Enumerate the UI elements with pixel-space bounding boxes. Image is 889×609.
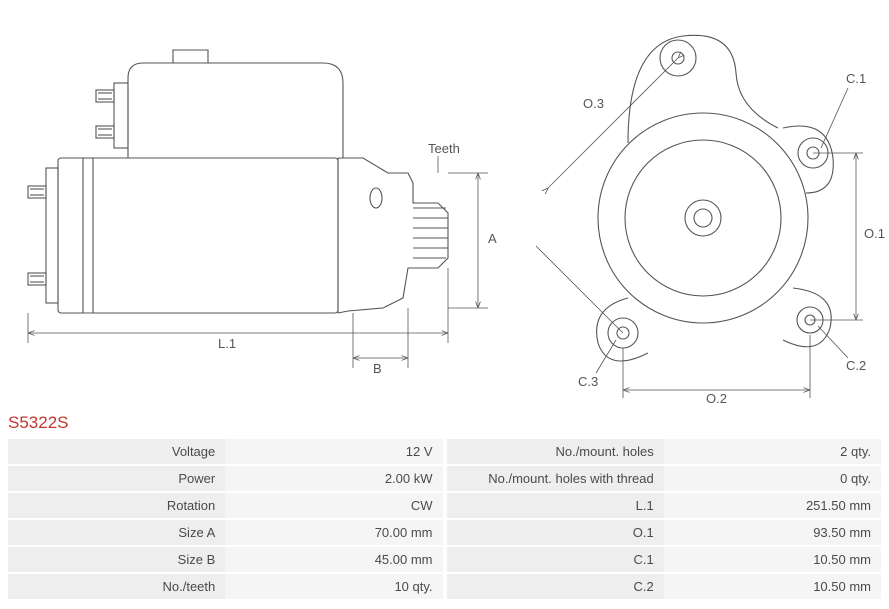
spec-value: 10.50 mm bbox=[664, 547, 881, 572]
table-row: C.210.50 mm bbox=[447, 574, 882, 599]
front-view-svg: O.3 O.1 O.2 C.1 C.2 C.3 bbox=[528, 8, 888, 403]
spec-value: 93.50 mm bbox=[664, 520, 881, 545]
table-row: O.193.50 mm bbox=[447, 520, 882, 545]
spec-label: Rotation bbox=[8, 493, 225, 518]
table-row: L.1251.50 mm bbox=[447, 493, 882, 518]
table-row: No./mount. holes2 qty. bbox=[447, 439, 882, 464]
diagrams-row: L.1 B A Teeth bbox=[8, 8, 881, 403]
spec-label: Size B bbox=[8, 547, 225, 572]
spec-label: Voltage bbox=[8, 439, 225, 464]
table-row: Voltage12 V bbox=[8, 439, 443, 464]
table-row: Size B45.00 mm bbox=[8, 547, 443, 572]
spec-value: 10 qty. bbox=[225, 574, 442, 599]
label-C1: C.1 bbox=[846, 71, 866, 86]
label-O1: O.1 bbox=[864, 226, 885, 241]
spec-label: O.1 bbox=[447, 520, 664, 545]
spec-value: 2 qty. bbox=[664, 439, 881, 464]
table-row: Power2.00 kW bbox=[8, 466, 443, 491]
label-O3: O.3 bbox=[583, 96, 604, 111]
side-view-diagram: L.1 B A Teeth bbox=[8, 8, 508, 403]
spec-value: 12 V bbox=[225, 439, 442, 464]
spec-value: 0 qty. bbox=[664, 466, 881, 491]
spec-label: No./teeth bbox=[8, 574, 225, 599]
spec-label: Size A bbox=[8, 520, 225, 545]
label-A: A bbox=[488, 231, 497, 246]
label-C2: C.2 bbox=[846, 358, 866, 373]
spec-value: 45.00 mm bbox=[225, 547, 442, 572]
label-O2: O.2 bbox=[706, 391, 727, 403]
label-B: B bbox=[373, 361, 382, 376]
spec-table-left: Voltage12 VPower2.00 kWRotationCWSize A7… bbox=[8, 437, 443, 601]
spec-value: CW bbox=[225, 493, 442, 518]
table-row: Size A70.00 mm bbox=[8, 520, 443, 545]
table-row: C.110.50 mm bbox=[447, 547, 882, 572]
spec-value: 251.50 mm bbox=[664, 493, 881, 518]
label-C3: C.3 bbox=[578, 374, 598, 389]
spec-table-right: No./mount. holes2 qty.No./mount. holes w… bbox=[447, 437, 882, 601]
label-L1: L.1 bbox=[218, 336, 236, 351]
spec-value: 10.50 mm bbox=[664, 574, 881, 599]
spec-label: C.2 bbox=[447, 574, 664, 599]
spec-label: L.1 bbox=[447, 493, 664, 518]
table-row: No./mount. holes with thread0 qty. bbox=[447, 466, 882, 491]
spec-label: No./mount. holes with thread bbox=[447, 466, 664, 491]
front-view-diagram: O.3 O.1 O.2 C.1 C.2 C.3 bbox=[528, 8, 888, 403]
part-number: S5322S bbox=[8, 413, 881, 433]
label-teeth: Teeth bbox=[428, 141, 460, 156]
table-row: No./teeth10 qty. bbox=[8, 574, 443, 599]
spec-tables: Voltage12 VPower2.00 kWRotationCWSize A7… bbox=[8, 437, 881, 601]
side-view-svg: L.1 B A Teeth bbox=[8, 8, 508, 403]
spec-value: 70.00 mm bbox=[225, 520, 442, 545]
spec-label: C.1 bbox=[447, 547, 664, 572]
spec-label: No./mount. holes bbox=[447, 439, 664, 464]
spec-value: 2.00 kW bbox=[225, 466, 442, 491]
table-row: RotationCW bbox=[8, 493, 443, 518]
spec-label: Power bbox=[8, 466, 225, 491]
